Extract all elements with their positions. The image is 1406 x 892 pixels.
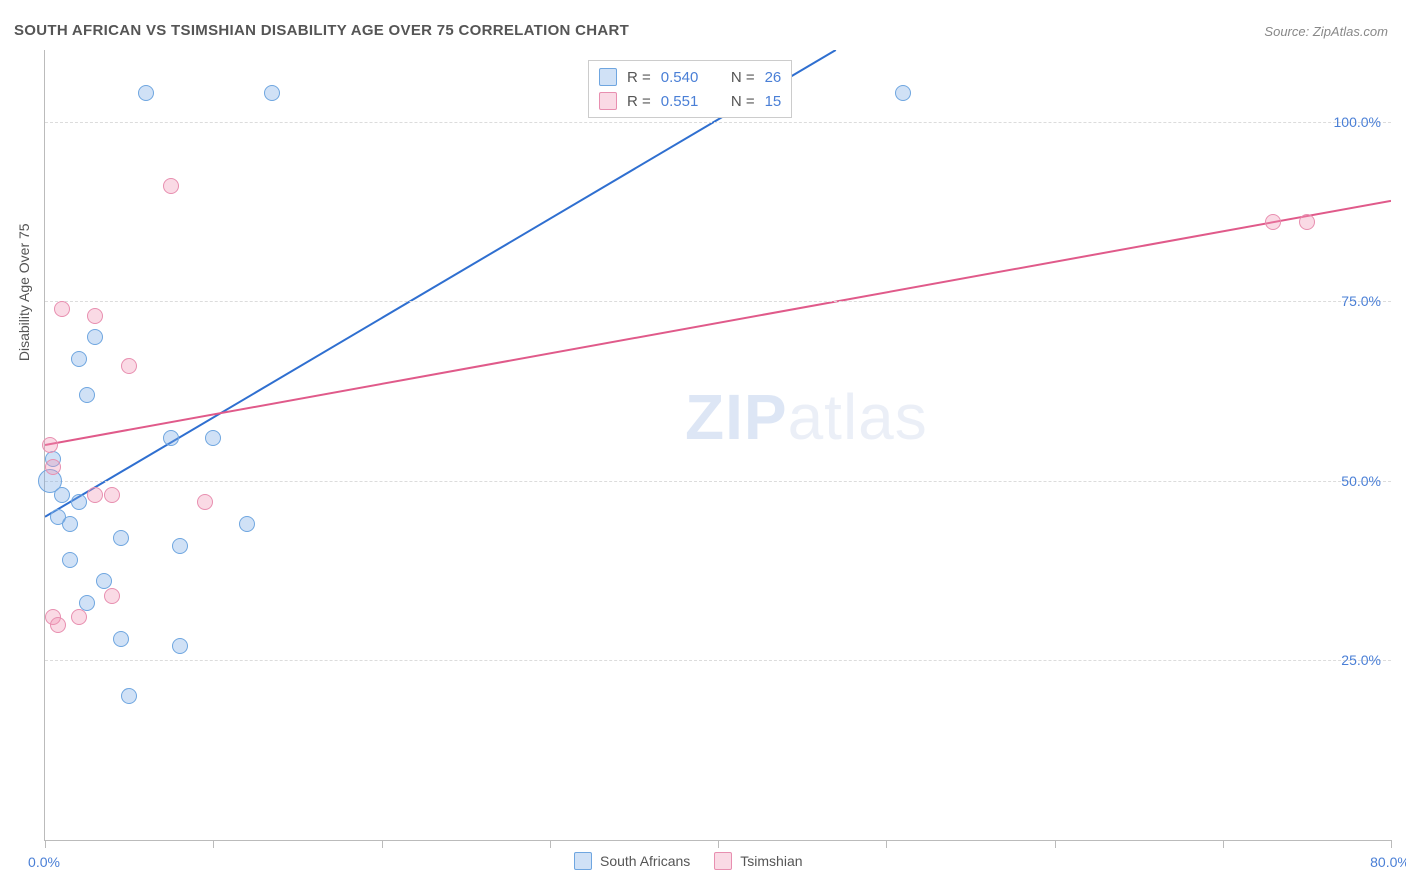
legend-label-tsimshian: Tsimshian (740, 853, 802, 869)
point-south_africans (172, 538, 188, 554)
point-south_africans (71, 494, 87, 510)
point-tsimshian (1299, 214, 1315, 230)
gridline-h (45, 481, 1391, 482)
n-label: N = (731, 93, 755, 110)
point-south_africans (172, 638, 188, 654)
point-tsimshian (104, 487, 120, 503)
point-south_africans (113, 530, 129, 546)
watermark-right: atlas (788, 381, 928, 453)
trend-lines-layer (45, 50, 1391, 840)
xtick (1391, 840, 1392, 848)
point-south_africans (163, 430, 179, 446)
gridline-h (45, 301, 1391, 302)
trend-line-south_africans (45, 50, 836, 517)
ytick-label: 100.0% (1334, 114, 1381, 130)
r-label: R = (627, 93, 651, 110)
gridline-h (45, 660, 1391, 661)
plot-area: ZIPatlas 25.0% 50.0% 75.0% 100.0% (44, 50, 1391, 841)
swatch-tsimshian (714, 852, 732, 870)
point-tsimshian (54, 301, 70, 317)
point-tsimshian (197, 494, 213, 510)
point-south_africans (79, 387, 95, 403)
point-tsimshian (71, 609, 87, 625)
point-south_africans (62, 552, 78, 568)
point-south_africans (239, 516, 255, 532)
point-tsimshian (1265, 214, 1281, 230)
point-tsimshian (104, 588, 120, 604)
xtick (1055, 840, 1056, 848)
ytick-label: 25.0% (1341, 652, 1381, 668)
point-south_africans (895, 85, 911, 101)
ytick-label: 75.0% (1341, 293, 1381, 309)
point-tsimshian (163, 178, 179, 194)
xtick-label: 0.0% (28, 854, 60, 870)
legend-row-tsimshian: R = 0.551 N = 15 (599, 89, 781, 113)
xtick (213, 840, 214, 848)
point-tsimshian (87, 487, 103, 503)
ytick-label: 50.0% (1341, 473, 1381, 489)
point-tsimshian (50, 617, 66, 633)
swatch-south_africans (574, 852, 592, 870)
point-tsimshian (121, 358, 137, 374)
point-south_africans (113, 631, 129, 647)
legend-item-south_africans: South Africans (574, 852, 690, 870)
n-label: N = (731, 69, 755, 86)
watermark: ZIPatlas (685, 380, 928, 454)
xtick (718, 840, 719, 848)
r-value-south_africans: 0.540 (661, 69, 699, 86)
n-value-south_africans: 26 (765, 69, 782, 86)
xtick-label: 80.0% (1370, 854, 1406, 870)
y-axis-label: Disability Age Over 75 (16, 223, 32, 361)
watermark-left: ZIP (685, 381, 788, 453)
gridline-h (45, 122, 1391, 123)
point-south_africans (54, 487, 70, 503)
chart-title: SOUTH AFRICAN VS TSIMSHIAN DISABILITY AG… (14, 22, 629, 39)
xtick (550, 840, 551, 848)
trend-line-tsimshian (45, 201, 1391, 445)
series-legend: South Africans Tsimshian (574, 852, 803, 870)
point-south_africans (264, 85, 280, 101)
xtick (1223, 840, 1224, 848)
r-value-tsimshian: 0.551 (661, 93, 699, 110)
point-south_africans (62, 516, 78, 532)
swatch-south_africans (599, 68, 617, 86)
legend-item-tsimshian: Tsimshian (714, 852, 802, 870)
legend-label-south_africans: South Africans (600, 853, 690, 869)
r-label: R = (627, 69, 651, 86)
correlation-legend: R = 0.540 N = 26R = 0.551 N = 15 (588, 60, 792, 118)
point-tsimshian (45, 459, 61, 475)
xtick (45, 840, 46, 848)
point-south_africans (79, 595, 95, 611)
source-label: Source: (1264, 24, 1309, 39)
legend-row-south_africans: R = 0.540 N = 26 (599, 65, 781, 89)
point-tsimshian (87, 308, 103, 324)
point-south_africans (138, 85, 154, 101)
point-south_africans (205, 430, 221, 446)
source-value: ZipAtlas.com (1313, 24, 1388, 39)
point-south_africans (87, 329, 103, 345)
source-attribution: Source: ZipAtlas.com (1264, 24, 1388, 39)
point-tsimshian (42, 437, 58, 453)
point-south_africans (71, 351, 87, 367)
xtick (382, 840, 383, 848)
point-south_africans (121, 688, 137, 704)
swatch-tsimshian (599, 92, 617, 110)
n-value-tsimshian: 15 (765, 93, 782, 110)
xtick (886, 840, 887, 848)
